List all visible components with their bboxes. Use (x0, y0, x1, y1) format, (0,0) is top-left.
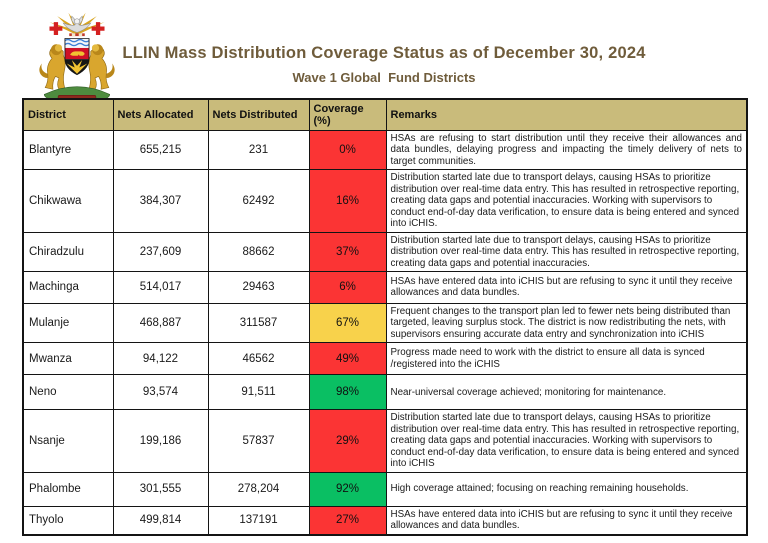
nets-distributed-cell: 278,204 (207, 471, 310, 507)
district-cell: Machinga (22, 270, 114, 304)
remarks-cell: Frequent changes to the transport plan l… (385, 302, 748, 344)
remarks-cell: Progress made need to work with the dist… (385, 342, 748, 376)
coverage-cell: 49% (308, 342, 387, 376)
nets-allocated-cell: 384,307 (112, 169, 209, 233)
nets-allocated-cell: 199,186 (112, 409, 209, 473)
table-row: Neno 93,574 91,511 98% Near-universal co… (22, 374, 748, 411)
nets-distributed-cell: 88662 (207, 231, 310, 272)
remarks-cell: HSAs have entered data into iCHIS but ar… (385, 505, 748, 536)
table-row: Mulanje 468,887 311587 67% Frequent chan… (22, 302, 748, 344)
nets-allocated-cell: 301,555 (112, 471, 209, 507)
malawi-coat-of-arms (34, 10, 120, 110)
nets-allocated-cell: 94,122 (112, 342, 209, 376)
district-cell: Phalombe (22, 471, 114, 507)
district-cell: Blantyre (22, 129, 114, 171)
nets-distributed-cell: 29463 (207, 270, 310, 304)
coat-of-arms-icon (39, 12, 115, 105)
district-cell: Nsanje (22, 409, 114, 473)
table-row: Machinga 514,017 29463 6% HSAs have ente… (22, 270, 748, 304)
table-header-row: District Nets Allocated Nets Distributed… (22, 98, 748, 131)
nets-distributed-cell: 57837 (207, 409, 310, 473)
coverage-cell: 98% (308, 374, 387, 411)
column-header-nets-allocated: Nets Allocated (112, 98, 209, 131)
page-subtitle: Wave 1 Global Fund Districts (292, 70, 476, 85)
district-cell: Mulanje (22, 302, 114, 344)
nets-allocated-cell: 237,609 (112, 231, 209, 272)
report-header: LLIN Mass Distribution Coverage Status a… (22, 44, 746, 85)
coverage-cell: 37% (308, 231, 387, 272)
district-cell: Neno (22, 374, 114, 411)
nets-allocated-cell: 514,017 (112, 270, 209, 304)
coverage-cell: 92% (308, 471, 387, 507)
nets-allocated-cell: 93,574 (112, 374, 209, 411)
nets-distributed-cell: 311587 (207, 302, 310, 344)
remarks-cell: High coverage attained; focusing on reac… (385, 471, 748, 507)
remarks-cell: Distribution started late due to transpo… (385, 169, 748, 233)
remarks-cell: HSAs are refusing to start distribution … (385, 129, 748, 171)
district-cell: Thyolo (22, 505, 114, 536)
coverage-cell: 67% (308, 302, 387, 344)
table-row: Chikwawa 384,307 62492 16% Distribution … (22, 169, 748, 233)
remarks-cell: Distribution started late due to transpo… (385, 409, 748, 473)
table-row: Blantyre 655,215 231 0% HSAs are refusin… (22, 129, 748, 171)
nets-distributed-cell: 91,511 (207, 374, 310, 411)
coverage-status-table: District Nets Allocated Nets Distributed… (22, 98, 748, 536)
remarks-cell: Near-universal coverage achieved; monito… (385, 374, 748, 411)
district-cell: Chiradzulu (22, 231, 114, 272)
column-header-district: District (22, 98, 114, 131)
table-header: District Nets Allocated Nets Distributed… (22, 98, 748, 131)
nets-allocated-cell: 655,215 (112, 129, 209, 171)
coverage-cell: 0% (308, 129, 387, 171)
district-cell: Chikwawa (22, 169, 114, 233)
table-row: Phalombe 301,555 278,204 92% High covera… (22, 471, 748, 507)
column-header-remarks: Remarks (385, 98, 748, 131)
nets-distributed-cell: 137191 (207, 505, 310, 536)
table-row: Thyolo 499,814 137191 27% HSAs have ente… (22, 505, 748, 536)
nets-distributed-cell: 46562 (207, 342, 310, 376)
column-header-nets-distributed: Nets Distributed (207, 98, 310, 131)
table-row: Chiradzulu 237,609 88662 37% Distributio… (22, 231, 748, 272)
nets-allocated-cell: 468,887 (112, 302, 209, 344)
column-header-coverage: Coverage (%) (308, 98, 387, 131)
nets-distributed-cell: 231 (207, 129, 310, 171)
remarks-cell: HSAs have entered data into iCHIS but ar… (385, 270, 748, 304)
coverage-cell: 16% (308, 169, 387, 233)
coverage-cell: 27% (308, 505, 387, 536)
coverage-cell: 6% (308, 270, 387, 304)
page-title: LLIN Mass Distribution Coverage Status a… (122, 44, 646, 62)
nets-allocated-cell: 499,814 (112, 505, 209, 536)
table-row: Mwanza 94,122 46562 49% Progress made ne… (22, 342, 748, 376)
nets-distributed-cell: 62492 (207, 169, 310, 233)
coverage-cell: 29% (308, 409, 387, 473)
district-cell: Mwanza (22, 342, 114, 376)
remarks-cell: Distribution started late due to transpo… (385, 231, 748, 272)
table-row: Nsanje 199,186 57837 29% Distribution st… (22, 409, 748, 473)
